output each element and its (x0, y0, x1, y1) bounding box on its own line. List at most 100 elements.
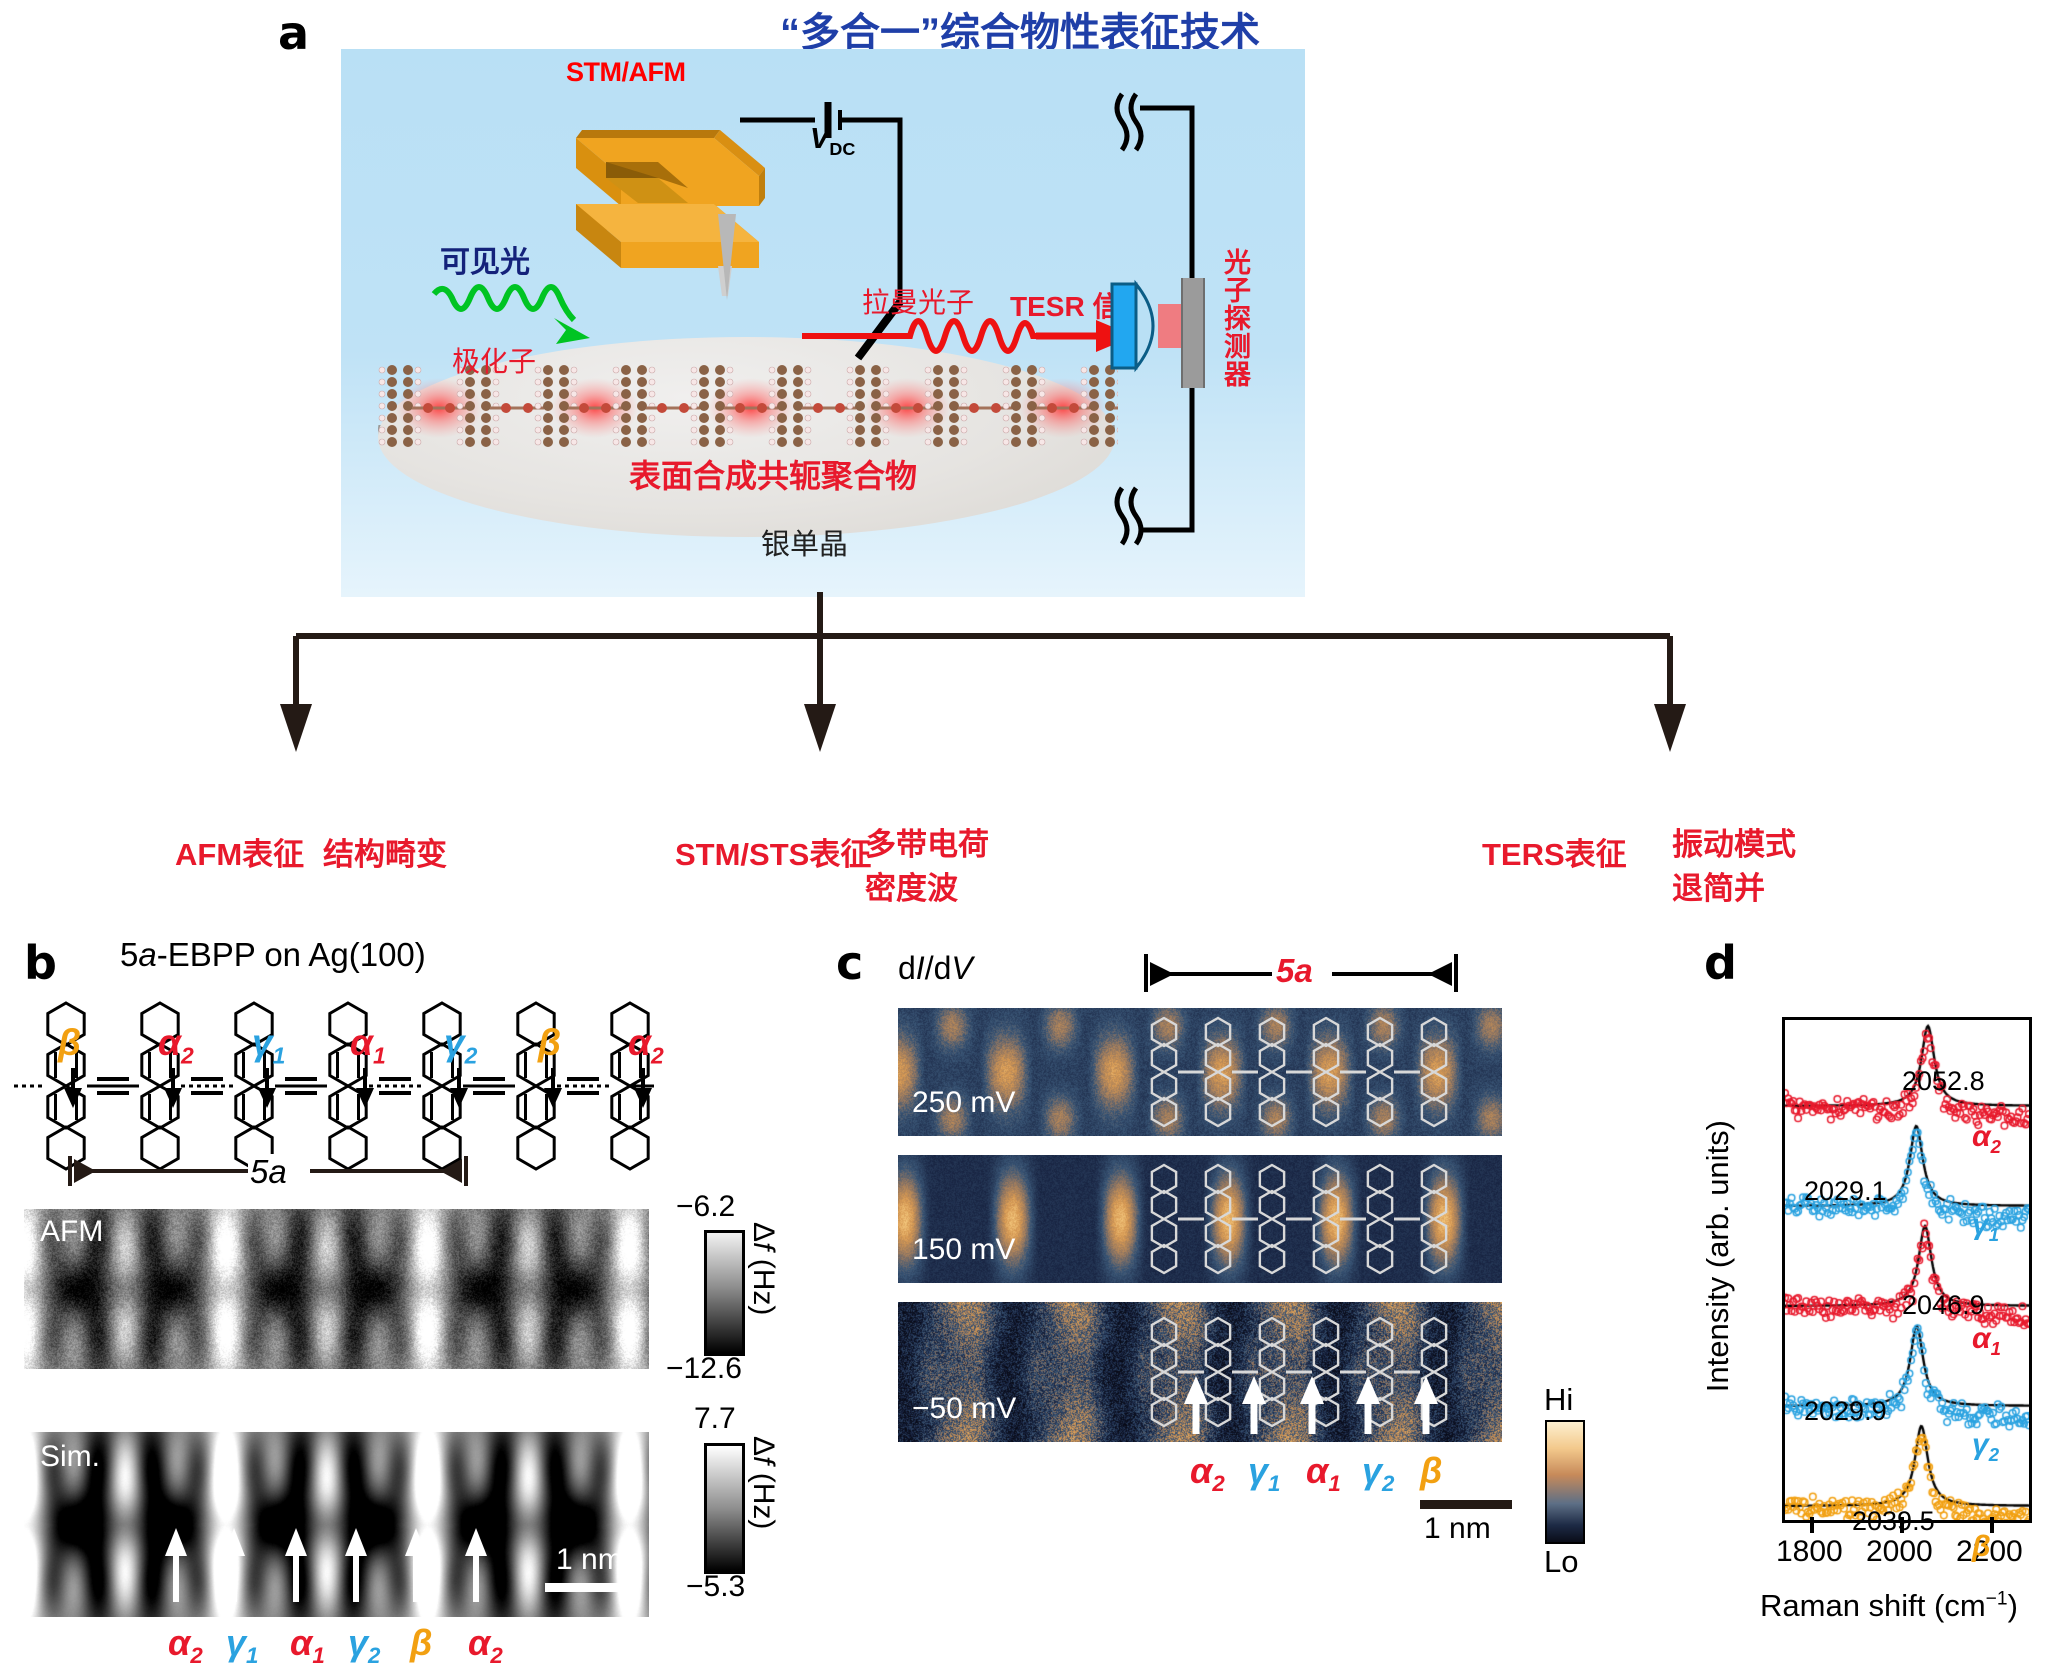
bias-label-1: 150 mV (912, 1233, 1016, 1266)
panel-b-title: 5a-EBPP on Ag(100) (120, 936, 426, 973)
scalebar-c-label: 1 nm (1424, 1512, 1491, 1545)
afm-image-tag: AFM (40, 1215, 104, 1248)
chain-label-5: β (538, 1022, 561, 1063)
conjugated-polymer-chain (378, 365, 1118, 447)
panel-c-bottom-label-0: α2 (1190, 1450, 1225, 1497)
overlay-skeleton-0 (1150, 1016, 1448, 1128)
chain-label-0: β (58, 1022, 81, 1063)
molecular-structure-diagram (14, 1001, 654, 1171)
chain-label-2: γ1 (252, 1022, 286, 1069)
period-arrow-c (1144, 954, 1458, 992)
chain-arrow-5 (544, 1068, 562, 1108)
peak-label-γ2: 2029.9 (1804, 1396, 1887, 1426)
panel-c-bottom-label-1: γ1 (1248, 1450, 1281, 1497)
didv-label: dI/dV (898, 950, 973, 986)
panel-a-letter: a (278, 6, 310, 60)
afm-colorbar-min: −12.6 (666, 1352, 742, 1385)
polariton-label: 极化子 (452, 346, 537, 377)
sim-colorbar-max: 7.7 (694, 1402, 736, 1435)
afm-colorbar-title: Δf (Hz) (747, 1222, 780, 1316)
photon-detector (1110, 278, 1205, 388)
colorbar-c-hi: Hi (1544, 1382, 1574, 1417)
chain-arrow-2 (258, 1068, 276, 1108)
branch-2-result-line1: 振动模式 (1672, 827, 1796, 862)
bias-label-0: 250 mV (912, 1086, 1016, 1119)
peak-label-γ1: 2029.1 (1804, 1176, 1887, 1206)
peak-label-β: 2039.5 (1852, 1506, 1935, 1536)
bias-label-2: −50 mV (912, 1392, 1017, 1425)
branch-1-result-line2: 密度波 (865, 871, 958, 906)
panel-b-bottom-label-5: α2 (468, 1622, 503, 1669)
mode-label-β: β (1972, 1530, 1991, 1563)
panel-d-letter: d (1704, 936, 1737, 990)
sim-colorbar-title: Δf (Hz) (747, 1436, 780, 1530)
raman-signal-arrow (802, 318, 1134, 354)
branch-1-technique: STM/STS表征 (675, 837, 872, 872)
xtick-1: 2000 (1866, 1535, 1933, 1568)
panel-b-letter: b (24, 936, 57, 990)
scalebar-b-label: 1 nm (556, 1543, 623, 1576)
sim-mode-arrows (165, 1528, 487, 1602)
bias-voltage-label: VDC (810, 123, 856, 159)
visible-light-label: 可见光 (440, 246, 530, 279)
mode-label-γ2: γ2 (1972, 1428, 2000, 1465)
chain-label-6: α2 (628, 1022, 664, 1069)
chain-arrow-4 (450, 1068, 468, 1108)
detector-label: 光子探测器 (1220, 248, 1250, 388)
sim-image-tag: Sim. (40, 1440, 100, 1473)
panel-c-bottom-label-4: β (1420, 1450, 1443, 1491)
branch-2-technique: TERS表征 (1482, 837, 1627, 872)
panel-c-bottom-label-3: γ2 (1362, 1450, 1395, 1497)
chain-label-1: α2 (158, 1022, 194, 1069)
panel-b-bottom-label-1: γ1 (226, 1622, 259, 1669)
branch-1-result-line1: 多带电荷 (865, 827, 989, 862)
panel-b-bottom-label-2: α1 (290, 1622, 325, 1669)
mode-label-γ1: γ1 (1972, 1208, 2000, 1245)
mode-label-α2: α2 (1972, 1120, 2001, 1157)
panel-c-letter: c (836, 936, 864, 990)
afm-image (24, 1209, 649, 1369)
branch-2-result-line2: 退简并 (1672, 871, 1765, 906)
period-label-b: 5a (250, 1153, 287, 1190)
chain-arrow-6 (634, 1068, 652, 1108)
colorbar-c-lo: Lo (1544, 1544, 1579, 1579)
chain-label-4: γ2 (444, 1022, 478, 1069)
panel-d-xaxis-ticks (1810, 1517, 1994, 1533)
visible-light-wave (431, 284, 590, 344)
mode-label-α1: α1 (1972, 1322, 2001, 1359)
panel-d-xlabel: Raman shift (cm−1) (1760, 1588, 2018, 1623)
panel-b-bottom-label-3: γ2 (348, 1622, 381, 1669)
simulation-image (24, 1432, 649, 1617)
colorbar-c (1545, 1420, 1585, 1544)
chain-arrow-0 (64, 1068, 82, 1108)
raman-photon-label: 拉曼光子 (862, 287, 975, 318)
panel-b-bottom-label-4: β (410, 1622, 433, 1663)
stm-mode-arrows (1184, 1376, 1438, 1434)
raman-plot (1782, 1017, 2032, 1523)
chain-arrow-3 (356, 1068, 374, 1108)
xtick-2: 2200 (1956, 1535, 2023, 1568)
chain-label-3: α1 (350, 1022, 386, 1069)
chain-arrow-1 (164, 1068, 182, 1108)
afm-colorbar-max: −6.2 (676, 1190, 736, 1223)
afm-colorbar (704, 1230, 745, 1356)
peak-label-α2: 2052.8 (1902, 1066, 1985, 1096)
panel-b-bottom-label-0: α2 (168, 1622, 203, 1669)
panel-d-ylabel: Intensity (arb. units) (1700, 1120, 1735, 1393)
period-label-c: 5a (1276, 952, 1313, 989)
scalebar-c-bar (1420, 1500, 1512, 1509)
sim-colorbar (704, 1443, 745, 1574)
period-arrow-b (68, 1154, 468, 1188)
peak-label-α1: 2046.9 (1902, 1290, 1985, 1320)
sim-colorbar-min: −5.3 (686, 1570, 746, 1603)
scalebar-b-bar (545, 1583, 637, 1592)
stm-tip (718, 214, 736, 300)
substrate-label: 银单晶 (761, 529, 849, 561)
branch-0-result: 结构畸变 (323, 837, 447, 872)
overlay-skeleton-1 (1150, 1163, 1448, 1275)
xtick-0: 1800 (1776, 1535, 1843, 1568)
polymer-label: 表面合成共轭聚合物 (629, 458, 918, 494)
branch-0-technique: AFM表征 (175, 837, 305, 872)
panel-c-bottom-label-2: α1 (1306, 1450, 1341, 1497)
figure-title: “多合一”综合物性表征技术 (780, 11, 1260, 55)
